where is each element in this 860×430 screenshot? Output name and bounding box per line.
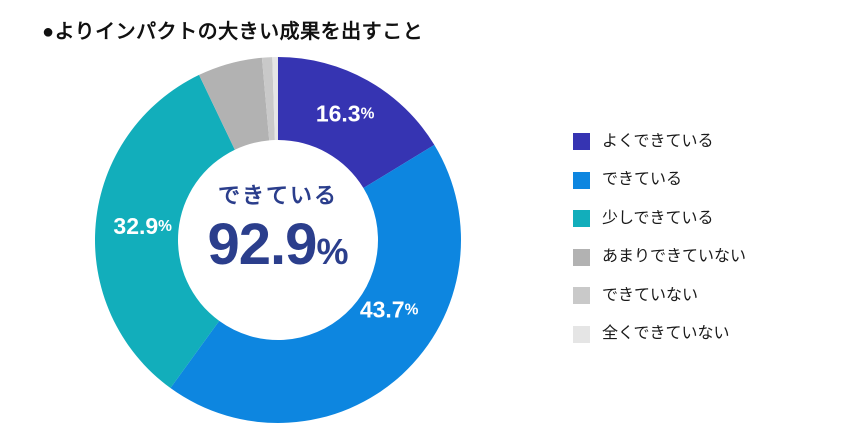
center-value-unit: %	[316, 231, 349, 272]
center-category-text: できている	[217, 183, 338, 208]
legend-swatch	[573, 133, 590, 150]
slice-value-label: 32.9%	[113, 213, 172, 239]
slice-value-label: 43.7%	[360, 296, 419, 322]
slice-value-label: 16.3%	[316, 101, 375, 127]
legend-label: よくできている	[602, 132, 714, 150]
legend-label: 少しできている	[602, 209, 714, 227]
donut-segment-4	[261, 57, 275, 141]
center-value: 92.9%	[208, 216, 349, 274]
donut-segment-2	[95, 74, 235, 389]
donut-segment-0	[278, 57, 435, 189]
center-value-number: 92.9	[207, 212, 318, 277]
legend: よくできている できている 少しできている あまりできていない できていない 全…	[573, 133, 746, 343]
donut-segment-5	[272, 57, 278, 141]
legend-item: よくできている	[573, 133, 746, 150]
legend-item: 少しできている	[573, 210, 746, 227]
legend-swatch	[573, 210, 590, 227]
legend-item: できていない	[573, 287, 746, 304]
donut-segment-3	[199, 57, 270, 150]
legend-label: できていない	[602, 286, 699, 304]
page-title: ●よりインパクトの大きい成果を出すこと	[42, 21, 424, 43]
legend-label: できている	[602, 171, 683, 188]
donut-center-label: できている 92.9%	[208, 185, 349, 274]
donut-segment-1	[170, 144, 461, 423]
legend-item: できている	[573, 171, 746, 189]
legend-swatch	[573, 248, 590, 266]
legend-item: 全くできていない	[573, 325, 746, 343]
legend-item: あまりできていない	[573, 248, 747, 266]
donut-chart: 16.3% 43.7% 32.9%	[95, 57, 461, 423]
legend-label: 全くできていない	[602, 325, 730, 342]
legend-swatch	[573, 171, 590, 189]
legend-label: あまりできていない	[602, 248, 747, 265]
legend-swatch	[573, 325, 590, 343]
legend-swatch	[573, 287, 590, 304]
